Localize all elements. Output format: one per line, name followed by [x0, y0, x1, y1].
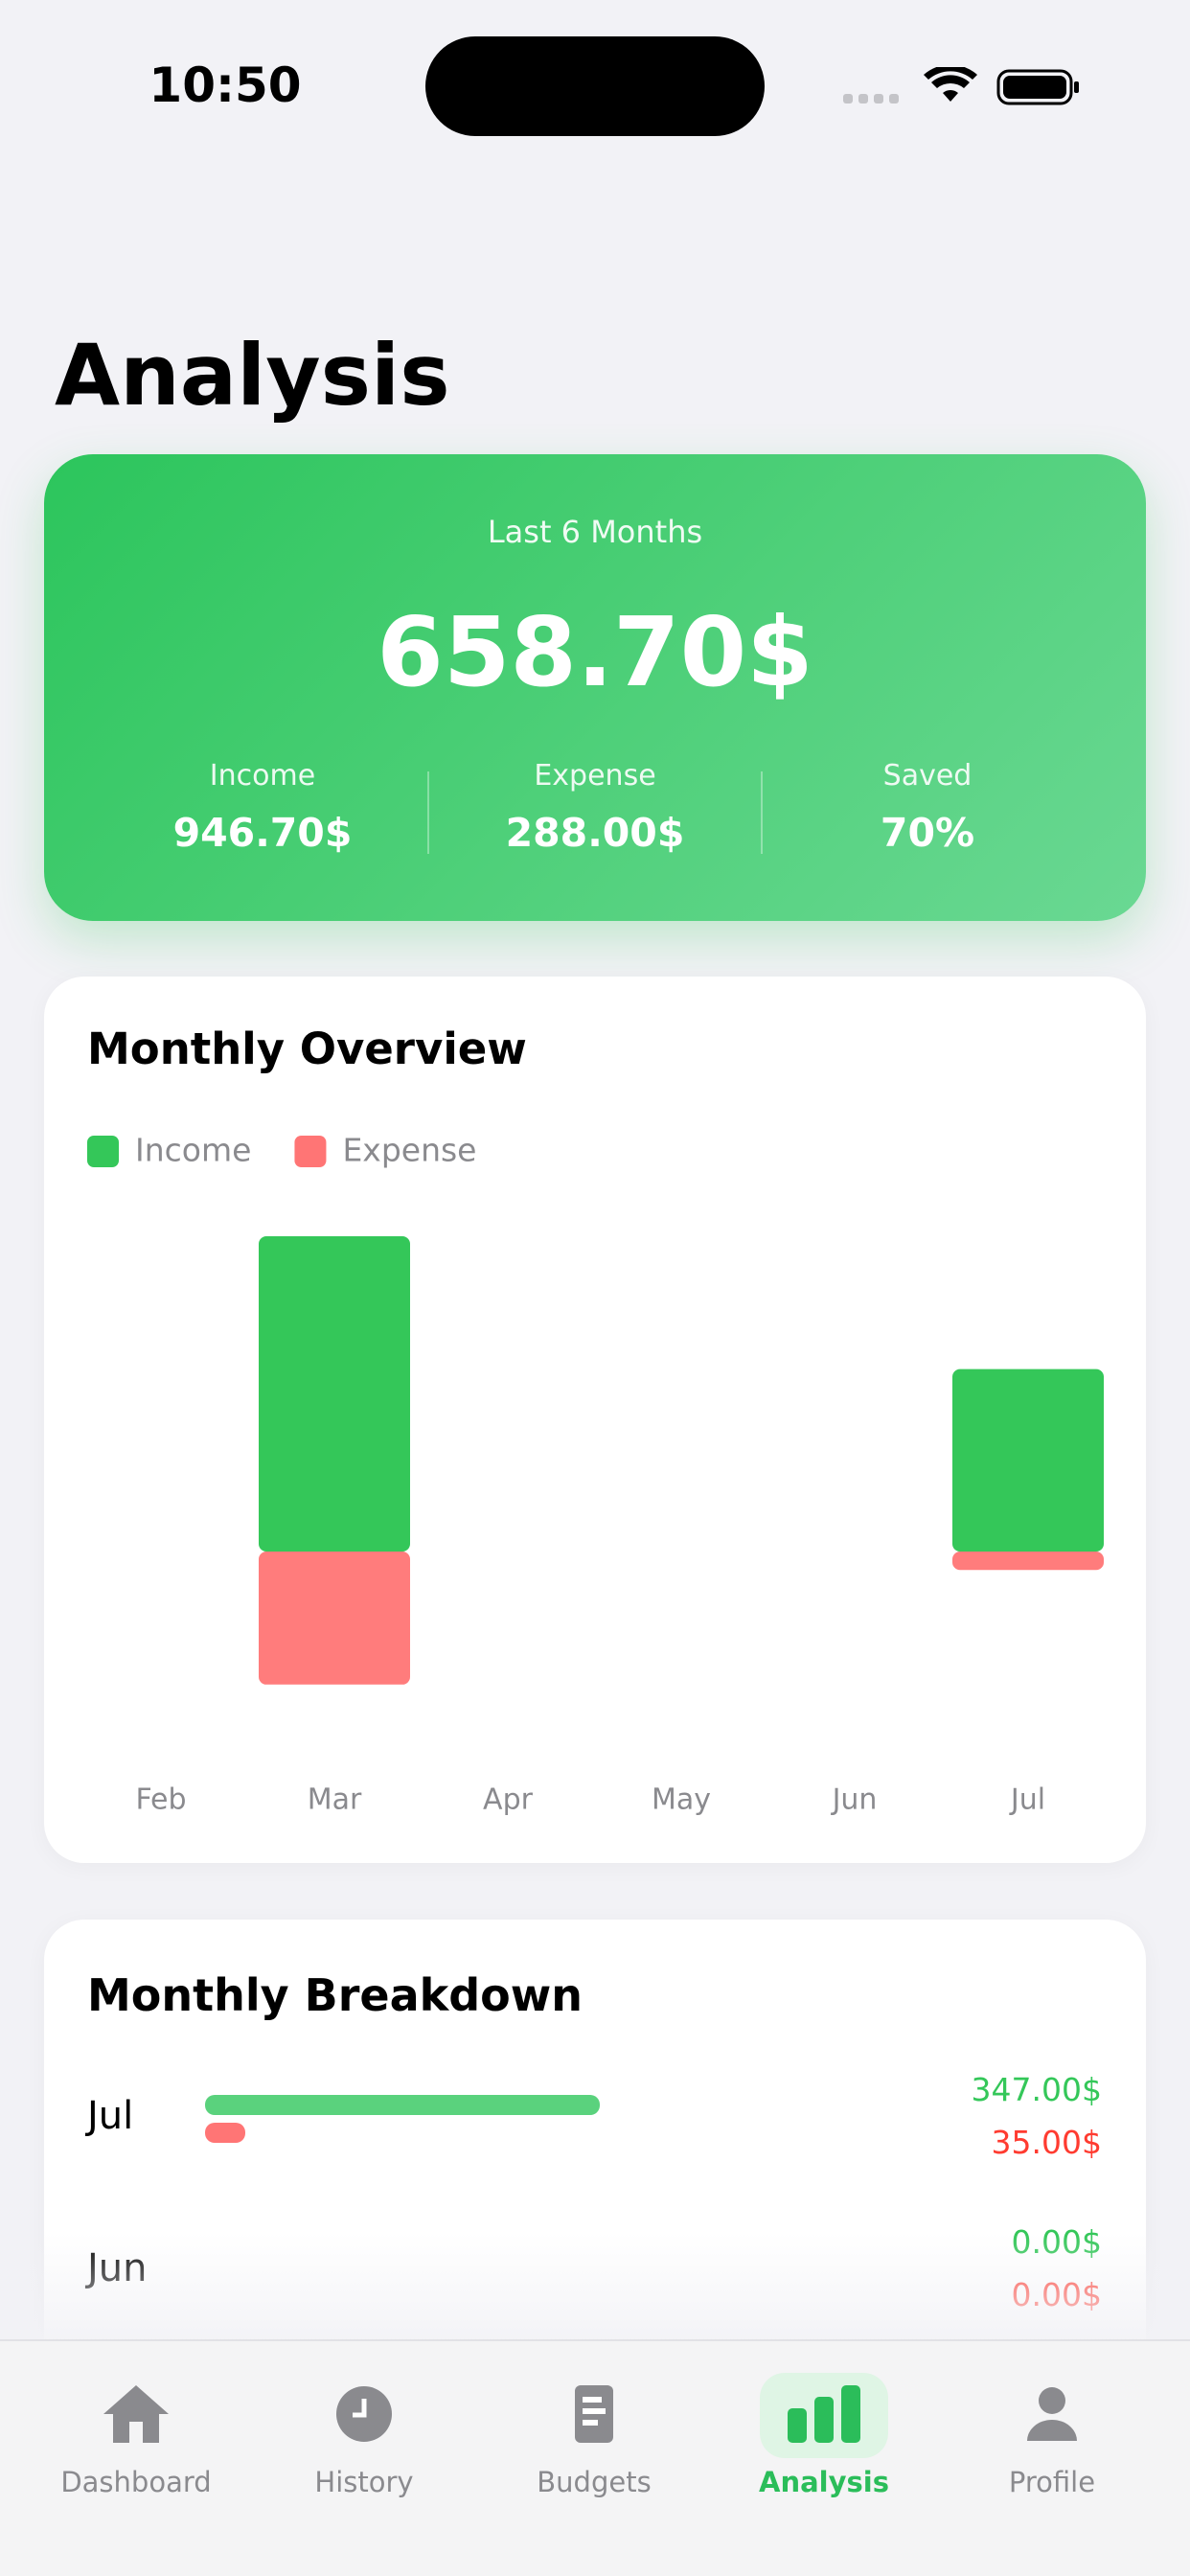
page-title: Analysis — [55, 326, 450, 425]
stat: Income 946.70$ — [100, 759, 425, 856]
tab-label: Analysis — [759, 2466, 889, 2498]
bar — [952, 1368, 1104, 1552]
divider — [427, 771, 429, 854]
tab-label: Dashboard — [60, 2466, 212, 2498]
bar — [952, 1552, 1104, 1571]
tab[interactable]: History — [249, 2341, 479, 2576]
tab-icon — [575, 2385, 613, 2443]
tab[interactable]: Profile — [937, 2341, 1167, 2576]
tab[interactable]: Dashboard — [21, 2341, 251, 2576]
x-tick-label: Jun — [831, 1783, 878, 1817]
expense-bar — [205, 2123, 245, 2143]
tab[interactable]: Budgets — [479, 2341, 709, 2576]
month-label: Jul — [87, 2094, 134, 2138]
x-tick-label: Apr — [483, 1783, 534, 1817]
x-tick-label: Mar — [308, 1783, 362, 1817]
tab-label: History — [314, 2466, 414, 2498]
tab[interactable]: Analysis — [709, 2341, 939, 2576]
tab-icon — [788, 2385, 860, 2443]
stat-label: Saved — [882, 759, 973, 793]
scroll-fade — [0, 2233, 1190, 2340]
stat-value: 946.70$ — [172, 810, 353, 856]
chart-title: Monthly Overview — [87, 1024, 527, 1074]
expense-amount: 35.00$ — [991, 2124, 1102, 2161]
divider — [761, 771, 763, 854]
chart-card: Monthly Overview Income Expense Feb Mar Apr M… — [44, 977, 1146, 1863]
income-bar — [205, 2095, 600, 2115]
stat: Saved 70% — [765, 759, 1090, 856]
x-tick-label: May — [652, 1783, 711, 1817]
tab-label: Budgets — [537, 2466, 652, 2498]
bar — [259, 1236, 410, 1552]
legend-label: Expense — [342, 1132, 476, 1169]
tab-label: Profile — [1008, 2466, 1096, 2498]
tab-icon — [336, 2386, 392, 2442]
tab-icon — [103, 2385, 169, 2443]
stat-label: Expense — [534, 759, 656, 793]
income-amount: 347.00$ — [971, 2071, 1102, 2108]
tab-icon — [1027, 2387, 1077, 2441]
period-label: Last 6 Months — [487, 514, 703, 550]
tab-bar: Dashboard History Budgets Analysis Profi… — [0, 2339, 1190, 2576]
summary-card: Last 6 Months 658.70$ Income 946.70$ Expe… — [44, 454, 1146, 921]
bar — [259, 1552, 410, 1685]
stat-value: 70% — [880, 810, 975, 856]
chart: Monthly Overview Income Expense Feb Mar Apr M… — [87, 1024, 1104, 1817]
x-tick-label: Jul — [1009, 1783, 1045, 1817]
legend-swatch — [87, 1136, 119, 1167]
stat-value: 288.00$ — [505, 810, 685, 856]
stat-label: Income — [209, 759, 316, 793]
stat: Expense 288.00$ — [432, 759, 758, 856]
dynamic-island — [425, 36, 765, 136]
legend-label: Income — [135, 1132, 251, 1169]
status-time: 10:50 — [149, 58, 302, 113]
status-icons — [843, 67, 1079, 105]
total-amount: 658.70$ — [377, 596, 813, 708]
breakdown-title: Monthly Breakdown — [87, 1969, 583, 2021]
legend-swatch — [294, 1136, 327, 1167]
x-tick-label: Feb — [135, 1783, 186, 1817]
